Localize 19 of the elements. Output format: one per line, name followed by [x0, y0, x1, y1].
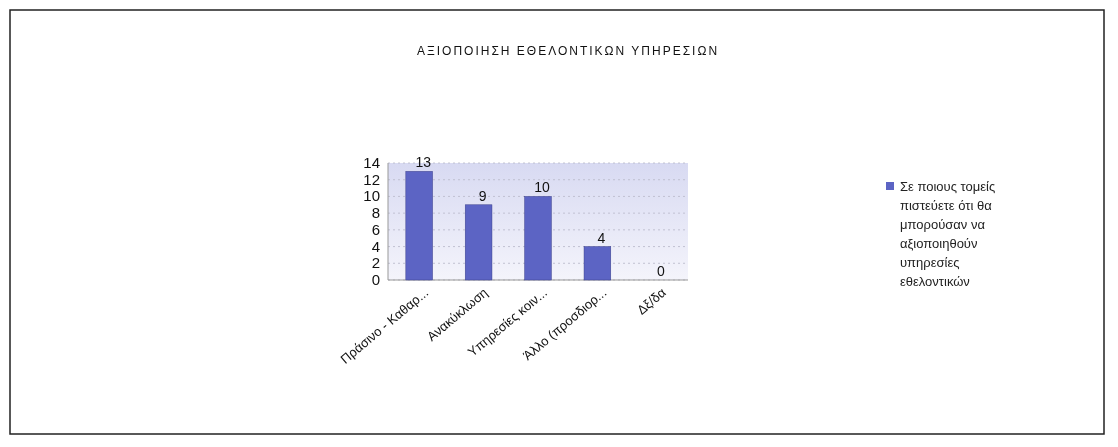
- y-tick-label: 12: [363, 170, 380, 188]
- text: Σε ποιους τομείς πιστεύετε ότι θα μπορούσαν να αξιοποιηθούν υπηρεσίες εθελοντικών: [900, 179, 996, 289]
- data-label: 0: [656, 263, 665, 279]
- y-tick-label: 10: [363, 187, 380, 205]
- y-tick-label: 6: [371, 220, 380, 238]
- data-label: 4: [597, 229, 606, 246]
- data-label: 13: [415, 154, 432, 171]
- chart-title: ΑΞΙΟΠΟΙΗΣΗ ΕΘΕΛΟΝΤΙΚΩΝ ΥΠΗΡΕΣΙΩΝ: [416, 44, 720, 58]
- y-tick-label: 14: [363, 154, 380, 171]
- bar: [583, 246, 612, 281]
- y-tick-label: 8: [371, 204, 380, 222]
- y-tick-label: 2: [371, 254, 380, 272]
- bar: [405, 171, 433, 281]
- bar: [524, 196, 552, 281]
- data-label: 9: [478, 187, 487, 204]
- data-label: 10: [534, 179, 550, 196]
- bar: [464, 204, 493, 281]
- y-tick-label: 0: [371, 271, 380, 288]
- y-tick-label: 4: [371, 237, 380, 255]
